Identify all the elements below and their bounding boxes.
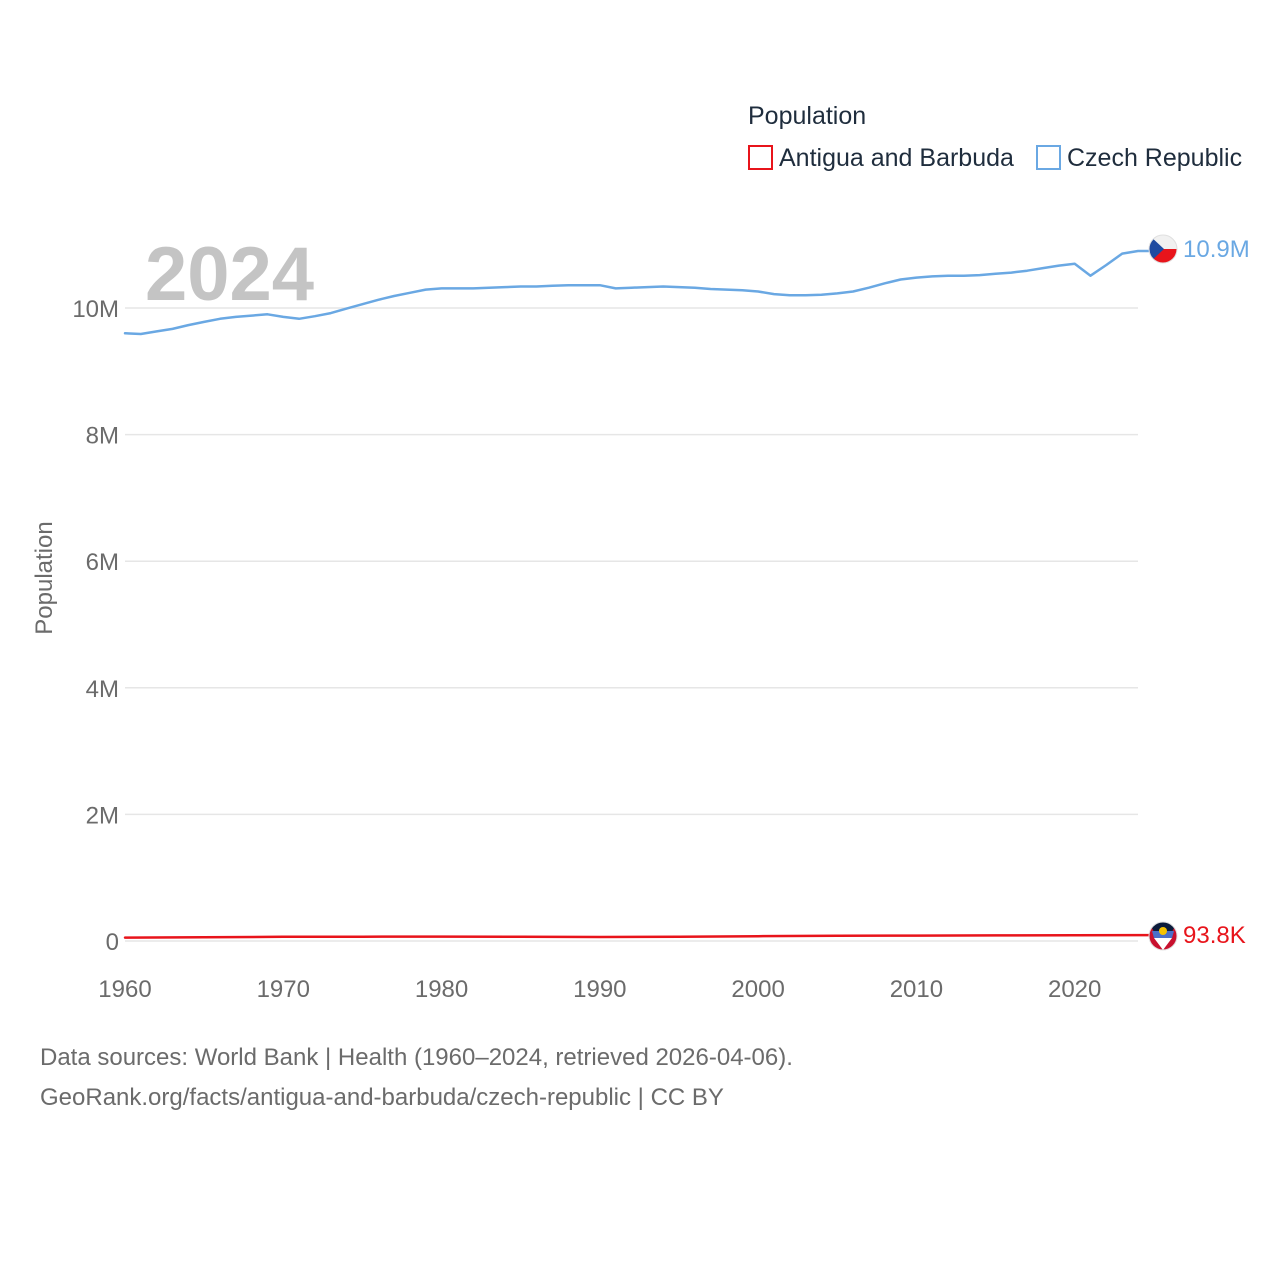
x-tick-label: 2010 xyxy=(890,976,943,1003)
y-tick-label: 4M xyxy=(86,676,119,703)
legend-swatch-czech-republic xyxy=(1036,145,1061,170)
y-tick-label: 6M xyxy=(86,549,119,576)
legend-title: Population xyxy=(748,102,866,130)
antigua-and-barbuda-flag-icon xyxy=(1148,921,1178,951)
y-axis-ticks: 0 2M 4M 6M 8M 10M xyxy=(72,296,119,956)
legend-item-czech-republic[interactable]: Czech Republic xyxy=(1036,144,1242,172)
legend-swatch-antigua-and-barbuda xyxy=(748,145,773,170)
year-watermark: 2024 xyxy=(145,232,314,317)
x-axis-ticks: 1960 1970 1980 1990 2000 2010 2020 xyxy=(98,976,1101,1003)
series-line-czech-republic[interactable] xyxy=(123,249,1151,336)
footer-source-link[interactable]: GeoRank.org/facts/antigua-and-barbuda/cz… xyxy=(40,1084,724,1111)
x-tick-label: 1990 xyxy=(573,976,626,1003)
legend-item-antigua-and-barbuda[interactable]: Antigua and Barbuda xyxy=(748,144,1014,172)
x-tick-label: 1980 xyxy=(415,976,468,1003)
legend-label-antigua-and-barbuda: Antigua and Barbuda xyxy=(779,144,1014,172)
x-tick-label: 1960 xyxy=(98,976,151,1003)
y-tick-label: 8M xyxy=(86,423,119,450)
x-tick-label: 1970 xyxy=(257,976,310,1003)
end-label-czech-republic: 10.9M xyxy=(1183,236,1250,263)
series-lines xyxy=(123,249,1151,939)
y-tick-label: 2M xyxy=(86,802,119,829)
series-line-antigua-and-barbuda[interactable] xyxy=(123,933,1151,939)
end-label-antigua-and-barbuda: 93.8K xyxy=(1183,922,1246,949)
y-tick-label: 0 xyxy=(106,929,119,956)
x-tick-label: 2000 xyxy=(731,976,784,1003)
x-tick-label: 2020 xyxy=(1048,976,1101,1003)
y-axis-label: Population xyxy=(31,521,58,634)
legend-label-czech-republic: Czech Republic xyxy=(1067,144,1242,172)
footer-data-sources: Data sources: World Bank | Health (1960–… xyxy=(40,1044,793,1071)
y-tick-label: 10M xyxy=(72,296,119,323)
legend: Population Antigua and Barbuda Czech Rep… xyxy=(748,102,1242,172)
czech-republic-flag-icon xyxy=(1148,234,1178,264)
gridlines xyxy=(125,307,1138,942)
